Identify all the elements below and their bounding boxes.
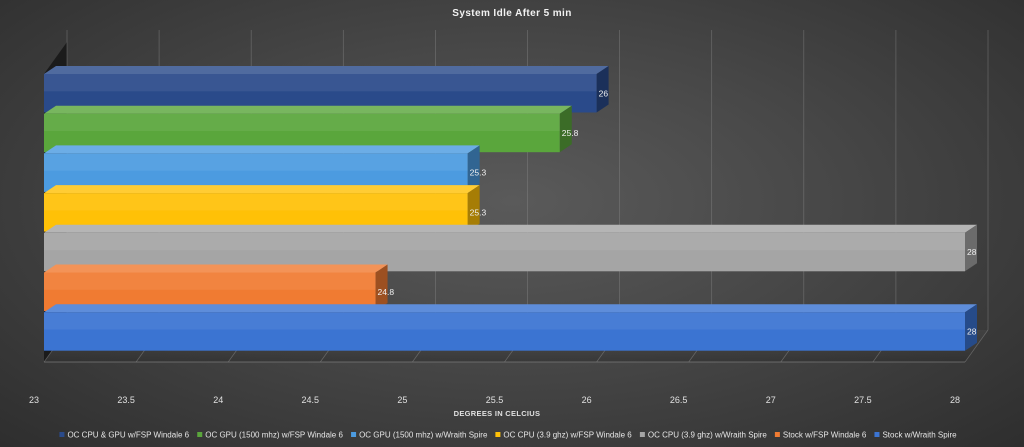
legend-label: Stock w/Wraith Spire <box>882 431 957 440</box>
x-tick-label: 28 <box>950 395 960 405</box>
gridline <box>964 329 989 363</box>
x-tick-label: 27 <box>766 395 776 405</box>
legend-item: Stock w/Wraith Spire <box>874 431 957 440</box>
legend-item: OC CPU (3.9 ghz) w/FSP Windale 6 <box>495 431 632 440</box>
legend-swatch <box>639 432 645 437</box>
bar-side-face <box>559 105 572 153</box>
data-label: 25.3 <box>470 207 487 217</box>
legend-swatch <box>874 432 880 437</box>
legend-label: OC CPU & GPU w/FSP Windale 6 <box>67 431 189 440</box>
bars-group: 26 25.8 25.3 25.3 28 24.8 28 <box>44 66 977 351</box>
legend: OC CPU & GPU w/FSP Windale 6 OC GPU (1500… <box>59 431 957 440</box>
bar-side-face <box>965 224 977 272</box>
bar-highlight <box>44 74 597 92</box>
bar-highlight <box>44 193 468 211</box>
x-axis-title: DEGREES IN CELCIUS <box>454 409 541 418</box>
data-label: 26 <box>599 88 609 98</box>
bar-2: 25.8 <box>44 105 579 153</box>
bar-side-face <box>467 185 480 232</box>
legend-swatch <box>774 432 780 437</box>
bar-side-face <box>375 264 388 311</box>
legend-label: OC GPU (1500 mhz) w/Wraith Spire <box>359 431 488 440</box>
bar-4: 25.3 <box>44 185 486 232</box>
legend-item: OC CPU (3.9 ghz) w/Wraith Spire <box>639 431 768 440</box>
bar-top-face <box>44 105 572 114</box>
legend-item: Stock w/FSP Windale 6 <box>774 431 867 440</box>
x-tick-label: 26 <box>582 395 592 405</box>
bar-top-face <box>44 66 609 74</box>
bar-highlight <box>44 113 560 132</box>
legend-label: OC CPU (3.9 ghz) w/FSP Windale 6 <box>503 431 632 440</box>
x-tick-label: 26.5 <box>670 395 688 405</box>
legend-item: OC GPU (1500 mhz) w/Wraith Spire <box>351 431 488 440</box>
bar-top-face <box>44 185 480 194</box>
x-tick-label: 24 <box>213 395 223 405</box>
legend-label: Stock w/FSP Windale 6 <box>783 431 867 440</box>
x-tick-label: 23 <box>29 395 39 405</box>
x-axis-ticks: 23 23.5 24 24.5 25 25.5 26 26.5 27 27.5 28 <box>29 395 960 405</box>
data-label: 25.3 <box>470 168 487 178</box>
chart-title: System Idle After 5 min <box>452 8 571 19</box>
legend-swatch <box>197 432 203 437</box>
bar-5: 28 <box>44 224 977 272</box>
data-label: 28 <box>967 326 977 336</box>
bar-side-face <box>467 145 480 192</box>
bar-7: 28 <box>44 304 977 351</box>
legend-item: OC GPU (1500 mhz) w/FSP Windale 6 <box>197 431 343 440</box>
legend-swatch <box>351 432 357 437</box>
legend-swatch <box>59 432 65 437</box>
data-label: 25.8 <box>562 128 579 138</box>
bar-3: 25.3 <box>44 145 486 192</box>
bar-highlight <box>44 153 468 171</box>
legend-label: OC CPU (3.9 ghz) w/Wraith Spire <box>648 431 768 440</box>
bar-highlight <box>44 312 965 330</box>
data-label: 28 <box>967 247 977 257</box>
bar-1: 26 <box>44 66 609 113</box>
x-tick-label: 25 <box>397 395 407 405</box>
legend-label: OC GPU (1500 mhz) w/FSP Windale 6 <box>205 431 343 440</box>
bar-front-face <box>44 312 965 351</box>
data-label: 24.8 <box>378 287 395 297</box>
bar-side-face <box>965 304 977 351</box>
x-tick-label: 25.5 <box>486 395 504 405</box>
bar-highlight <box>44 232 965 251</box>
bar-top-face <box>44 145 480 154</box>
bar-6: 24.8 <box>44 264 395 311</box>
bar-side-face <box>596 66 609 113</box>
x-tick-label: 24.5 <box>302 395 320 405</box>
bar-top-face <box>44 264 388 273</box>
bar-highlight <box>44 272 376 290</box>
legend-swatch <box>495 432 501 437</box>
legend-item: OC CPU & GPU w/FSP Windale 6 <box>59 431 190 440</box>
bar-top-face <box>44 304 977 313</box>
x-tick-label: 23.5 <box>117 395 135 405</box>
x-tick-label: 27.5 <box>854 395 872 405</box>
bar-top-face <box>44 224 977 233</box>
